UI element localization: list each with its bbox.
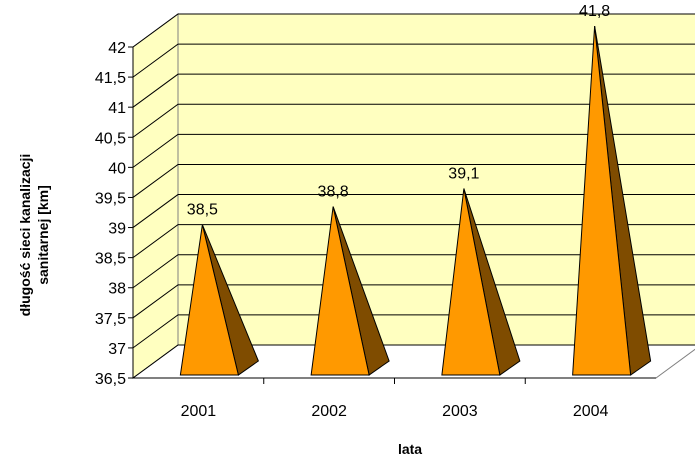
data-labels: 38,5 38,8 39,1 41,8 (187, 3, 610, 219)
x-tick-label: 2002 (311, 403, 347, 420)
y-axis-title-line2: sanitarnej [km] (35, 185, 51, 285)
x-tick-label: 2003 (442, 403, 478, 420)
data-label: 38,5 (187, 202, 218, 219)
y-tick-label: 37,5 (95, 311, 126, 328)
y-tick-label: 40,5 (95, 130, 126, 147)
y-tick-label: 42 (108, 40, 126, 57)
x-tick-label: 2001 (181, 403, 217, 420)
y-tick-label: 39 (108, 221, 126, 238)
y-axis-ticks: 36,5 37 37,5 38 38,5 39 39,5 40 40,5 41 41,5 42 (95, 40, 656, 388)
y-tick-label: 39,5 (95, 190, 126, 207)
x-axis-categories: 2001 2002 2003 2004 (181, 403, 609, 420)
data-label: 38,8 (318, 184, 349, 201)
gridline (132, 344, 695, 379)
gridline (132, 284, 695, 319)
gridline (132, 254, 695, 289)
bar-front-face (179, 224, 240, 376)
gridline (132, 43, 695, 78)
gridline (132, 13, 695, 48)
bar-front-face (572, 25, 632, 376)
gridlines (132, 13, 695, 379)
gridline (132, 73, 695, 108)
bars (179, 25, 652, 376)
gridline (132, 194, 695, 228)
bar (441, 188, 521, 376)
y-tick-label: 37 (108, 341, 126, 358)
data-label: 39,1 (448, 166, 479, 183)
y-tick-label: 36,5 (95, 371, 126, 388)
y-tick-label: 38,5 (95, 251, 126, 268)
y-axis-title-line1: długość sieci kanalizacji (17, 154, 33, 317)
gridline (132, 133, 695, 168)
y-tick-label: 41,5 (95, 70, 126, 87)
x-tick-label: 2004 (573, 403, 609, 420)
y-tick-label: 40 (108, 160, 126, 177)
x-axis-title: lata (398, 441, 422, 457)
gridline (132, 103, 695, 138)
bar-front-face (441, 188, 501, 376)
bar (179, 224, 259, 376)
y-tick-label: 38 (108, 281, 126, 298)
gridline (132, 224, 695, 259)
y-tick-label: 41 (108, 100, 126, 117)
bar (310, 206, 390, 376)
gridline (132, 314, 695, 349)
bar-front-face (310, 206, 370, 376)
data-label: 41,8 (579, 3, 610, 20)
side-wall (132, 13, 179, 379)
chart-walls (131, 13, 695, 379)
gridline (132, 163, 695, 198)
bar (572, 25, 652, 376)
